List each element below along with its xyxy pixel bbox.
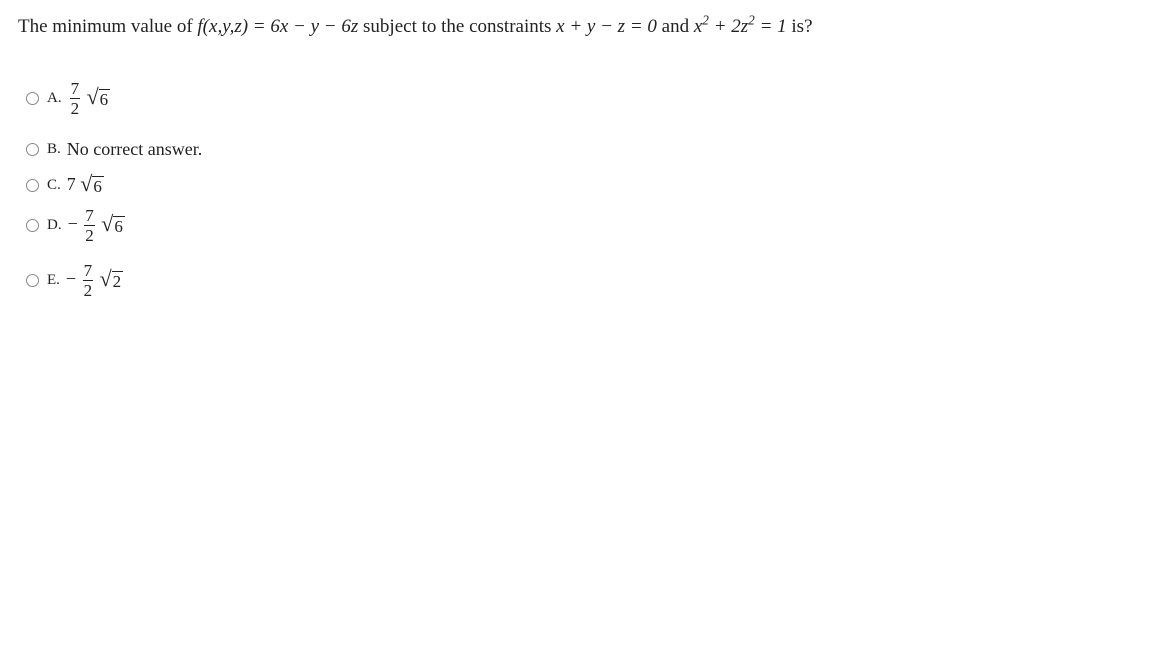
option-c-content: 7 √ 6 (67, 174, 104, 197)
question-mid1: subject to the constraints (363, 16, 556, 37)
surd-icon: √ (101, 215, 113, 233)
option-d-content: − 7 2 √ 6 (68, 207, 125, 244)
surd-icon: √ (100, 270, 112, 288)
option-a-label: A. (47, 90, 62, 107)
option-a-fraction: 7 2 (70, 80, 81, 117)
option-d-fraction: 7 2 (84, 207, 95, 244)
option-e[interactable]: E. − 7 2 √ 2 (26, 262, 1134, 299)
option-d-sqrt: √ 6 (101, 215, 125, 237)
question-prefix: The minimum value of (18, 16, 197, 37)
option-a-radio[interactable] (26, 92, 39, 105)
surd-icon: √ (87, 88, 99, 106)
option-d-label: D. (47, 217, 62, 234)
constraint-1: x + y − z = 0 (556, 12, 657, 42)
option-c[interactable]: C. 7 √ 6 (26, 174, 1134, 197)
options-group: A. 7 2 √ 6 B. No correct answer. C. 7 √ … (26, 80, 1134, 299)
option-e-radio[interactable] (26, 274, 39, 287)
option-e-label: E. (47, 272, 60, 289)
question-mid2: and (662, 16, 694, 37)
question-text: The minimum value of f(x,y,z) = 6x − y −… (18, 12, 1134, 42)
option-b-content: No correct answer. (67, 139, 202, 160)
option-e-sqrt: √ 2 (100, 270, 124, 292)
option-b[interactable]: B. No correct answer. (26, 139, 1134, 160)
option-b-radio[interactable] (26, 143, 39, 156)
option-e-fraction: 7 2 (83, 262, 94, 299)
option-a[interactable]: A. 7 2 √ 6 (26, 80, 1134, 117)
constraint-2: x2 + 2z2 = 1 (694, 12, 787, 42)
option-a-sqrt: √ 6 (87, 88, 111, 110)
option-d-radio[interactable] (26, 219, 39, 232)
option-d[interactable]: D. − 7 2 √ 6 (26, 207, 1134, 244)
option-c-sqrt: √ 6 (80, 175, 104, 197)
option-b-label: B. (47, 141, 61, 158)
option-e-content: − 7 2 √ 2 (66, 262, 123, 299)
surd-icon: √ (80, 175, 92, 193)
option-c-radio[interactable] (26, 179, 39, 192)
option-a-content: 7 2 √ 6 (68, 80, 111, 117)
question-suffix: is? (791, 16, 812, 37)
function-definition: f(x,y,z) = 6x − y − 6z (197, 12, 358, 42)
option-c-label: C. (47, 177, 61, 194)
